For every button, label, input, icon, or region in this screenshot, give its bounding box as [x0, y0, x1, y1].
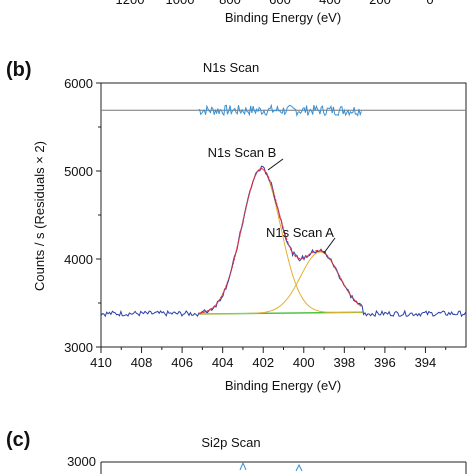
y-axis-label: Counts / s (Residuals × 2) [32, 141, 47, 291]
annotations: N1s Scan B N1s Scan A [208, 145, 336, 254]
panel-c-residual-hint [239, 461, 303, 472]
component-b-curve [198, 168, 362, 314]
top-tick-label: 600 [269, 0, 291, 7]
panel-b: (b) N1s Scan Counts / s (Residuals × 2) … [6, 59, 467, 393]
plot-frame [100, 82, 467, 348]
envelope-curve [198, 167, 362, 314]
top-tick-label: 0 [426, 0, 433, 7]
chart-marks [100, 103, 467, 318]
panel-a-remnant: 1200 1000 800 600 400 200 0 Binding Energy (eV… [116, 0, 434, 25]
top-tick-label: 200 [369, 0, 391, 7]
top-tick-labels: 1200 1000 800 600 400 200 0 [116, 0, 434, 7]
y-axis-ticks: 3000 4000 5000 6000 [64, 76, 101, 355]
top-tick-label: 1000 [166, 0, 195, 7]
x-tick-label: 398 [333, 355, 355, 370]
spectrum-trace [100, 165, 467, 318]
panel-c-label: (c) [6, 429, 30, 451]
panel-c-ytick-3000: 3000 [67, 454, 96, 469]
y-tick-label: 3000 [64, 340, 93, 355]
y-tick-label: 6000 [64, 76, 93, 91]
top-x-axis-label: Binding Energy (eV) [225, 10, 341, 25]
y-tick-label: 5000 [64, 164, 93, 179]
panel-b-title: N1s Scan [203, 60, 259, 75]
x-tick-label: 396 [374, 355, 396, 370]
x-axis-label: Binding Energy (eV) [225, 378, 341, 393]
x-tick-label: 408 [131, 355, 153, 370]
x-tick-label: 410 [90, 355, 112, 370]
x-axis-ticks: 410 408 406 404 402 400 398 396 394 [90, 347, 447, 370]
y-tick-label: 4000 [64, 252, 93, 267]
top-tick-label: 400 [319, 0, 341, 7]
x-tick-label: 400 [293, 355, 315, 370]
annotation-arrow [267, 158, 284, 171]
residual-trace [198, 103, 362, 118]
annotation-label: N1s Scan B [208, 145, 277, 160]
panel-c: (c) Si2p Scan 3000 [6, 429, 467, 474]
x-tick-label: 394 [415, 355, 437, 370]
panel-b-label: (b) [6, 59, 32, 81]
top-tick-label: 1200 [116, 0, 145, 7]
panel-c-title: Si2p Scan [201, 435, 260, 450]
annotation-label: N1s Scan A [266, 225, 334, 240]
component-a-curve [198, 251, 362, 315]
x-tick-label: 404 [212, 355, 234, 370]
x-tick-label: 402 [252, 355, 274, 370]
annotation-arrow [323, 237, 336, 254]
top-tick-label: 800 [219, 0, 241, 7]
x-tick-label: 406 [171, 355, 193, 370]
